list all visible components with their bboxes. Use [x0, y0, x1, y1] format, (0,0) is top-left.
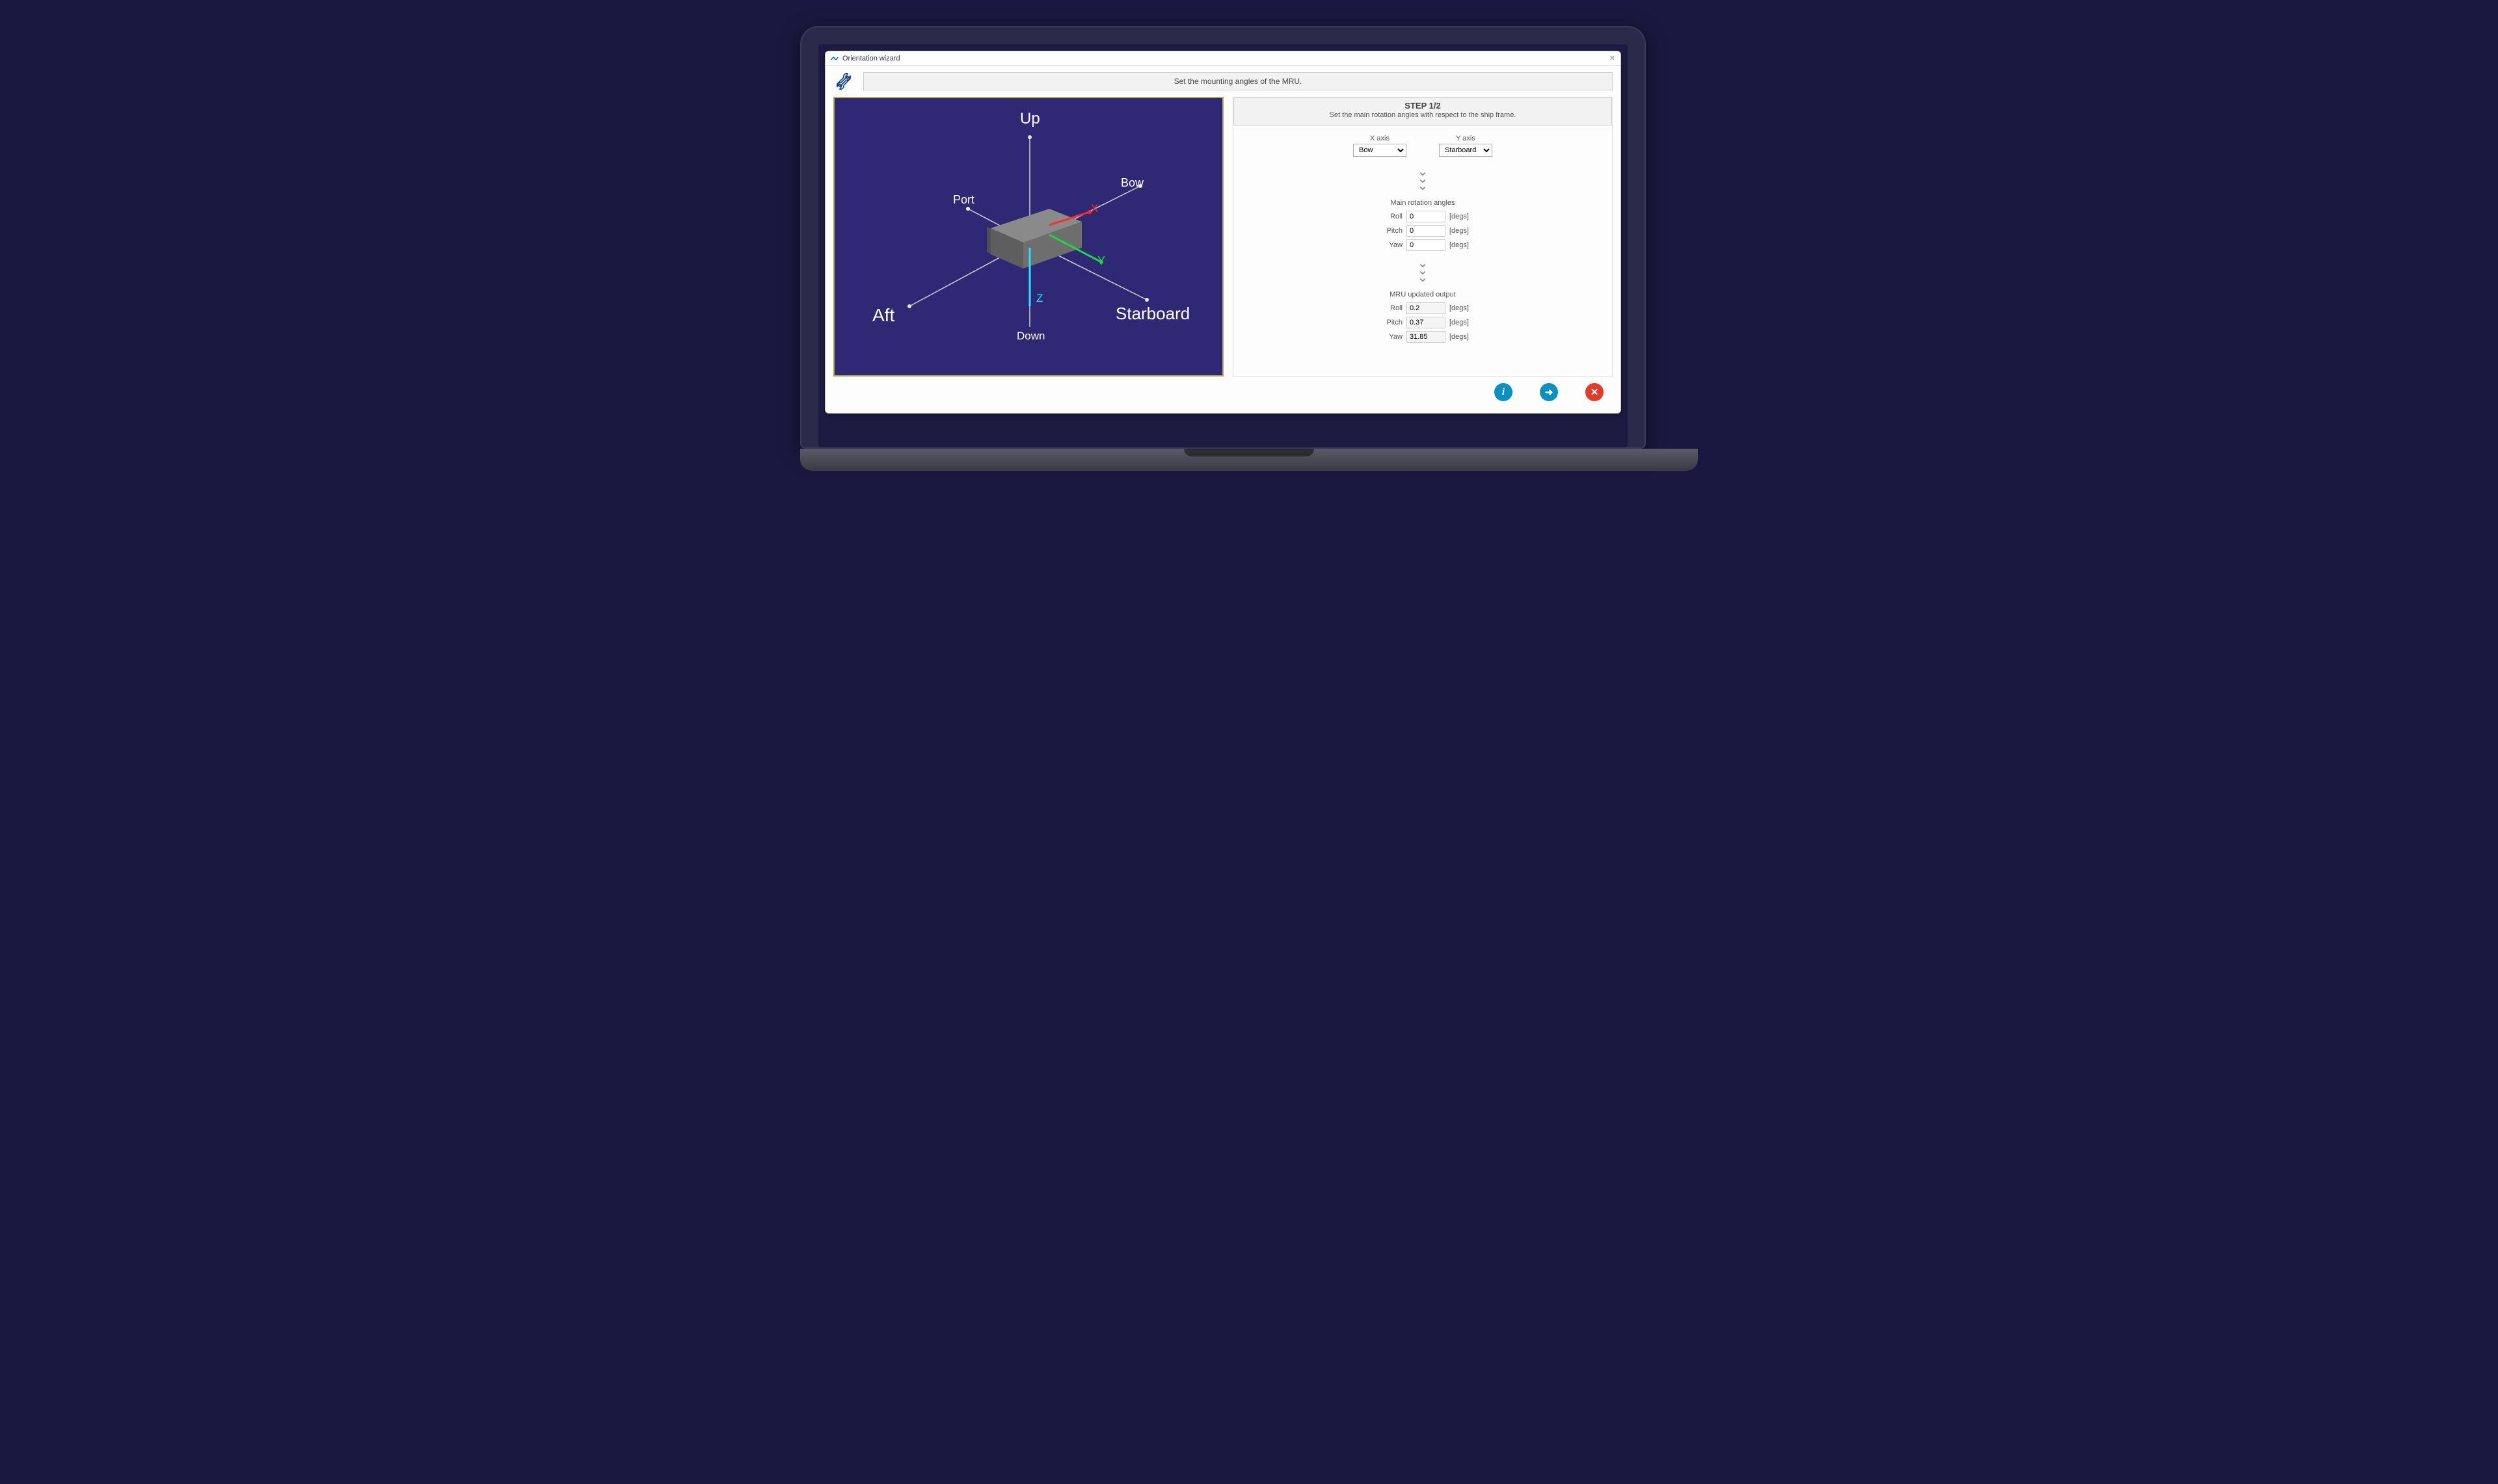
- pitch-input[interactable]: [1406, 225, 1445, 237]
- footer-buttons: i ➜ ✕: [833, 377, 1613, 408]
- instruction-bar: Set the mounting angles of the MRU.: [863, 72, 1613, 90]
- label-down: Down: [1017, 330, 1045, 343]
- window-content: Set the mounting angles of the MRU.: [826, 66, 1620, 413]
- info-button[interactable]: i: [1494, 383, 1512, 401]
- main-angles-grid: Roll [degs] Pitch [degs] Yaw [degs]: [1233, 211, 1612, 251]
- step-description: Set the main rotation angles with respec…: [1239, 111, 1606, 120]
- laptop-frame: Orientation wizard ✕ Set the mounting an…: [800, 26, 1646, 449]
- output-title: MRU updated output: [1233, 291, 1612, 298]
- laptop-notch: [1184, 449, 1314, 457]
- app-logo-icon: [831, 55, 839, 62]
- step-title: STEP 1/2: [1239, 101, 1606, 111]
- yaw-label: Yaw: [1370, 241, 1403, 249]
- next-button[interactable]: ➜: [1540, 383, 1558, 401]
- side-panel: STEP 1/2 Set the main rotation angles wi…: [1233, 97, 1613, 377]
- label-port: Port: [953, 193, 974, 207]
- roll-unit: [degs]: [1449, 213, 1475, 220]
- label-up: Up: [1020, 110, 1040, 128]
- out-roll-unit: [degs]: [1449, 304, 1475, 312]
- main-angles-title: Main rotation angles: [1233, 199, 1612, 207]
- instruction-row: Set the mounting angles of the MRU.: [833, 71, 1613, 92]
- yaw-input[interactable]: [1406, 239, 1445, 251]
- laptop-screen: Orientation wizard ✕ Set the mounting an…: [818, 44, 1628, 447]
- out-roll-label: Roll: [1370, 304, 1403, 312]
- label-aft: Aft: [872, 305, 894, 326]
- label-starboard: Starboard: [1116, 304, 1190, 324]
- output-grid: Roll [degs] Pitch [degs] Yaw [degs]: [1233, 302, 1612, 343]
- window-title: Orientation wizard: [842, 55, 900, 62]
- label-y-axis: Y: [1097, 254, 1105, 268]
- close-icon: ✕: [1591, 386, 1599, 398]
- roll-input[interactable]: [1406, 211, 1445, 222]
- wrench-icon: [833, 71, 854, 92]
- roll-label: Roll: [1370, 213, 1403, 220]
- out-pitch-label: Pitch: [1370, 319, 1403, 326]
- info-icon: i: [1502, 387, 1505, 398]
- out-yaw-label: Yaw: [1370, 333, 1403, 341]
- laptop-base: [800, 449, 1698, 471]
- app-window: Orientation wizard ✕ Set the mounting an…: [825, 51, 1621, 414]
- window-close-button[interactable]: ✕: [1609, 54, 1615, 62]
- label-z-axis: Z: [1036, 292, 1043, 305]
- axis-selectors: X axis Bow Y axis Starboard: [1233, 135, 1612, 157]
- yaw-unit: [degs]: [1449, 241, 1475, 249]
- x-axis-label: X axis: [1353, 135, 1406, 142]
- cancel-button[interactable]: ✕: [1585, 383, 1604, 401]
- main-row: Up Down Port Bow Aft Starboard X Y Z STE…: [833, 97, 1613, 377]
- out-yaw-value: [1406, 331, 1445, 343]
- titlebar: Orientation wizard ✕: [826, 51, 1620, 66]
- chevron-down-icon: ⌄⌄⌄: [1233, 260, 1612, 282]
- label-x-axis: X: [1091, 202, 1098, 215]
- y-axis-select[interactable]: Starboard: [1439, 144, 1492, 157]
- out-pitch-unit: [degs]: [1449, 319, 1475, 326]
- mru-box: [987, 209, 1082, 269]
- pitch-unit: [degs]: [1449, 227, 1475, 235]
- arrow-right-icon: ➜: [1545, 386, 1553, 398]
- step-header: STEP 1/2 Set the main rotation angles wi…: [1233, 98, 1612, 126]
- 3d-viewport[interactable]: Up Down Port Bow Aft Starboard X Y Z: [833, 97, 1224, 377]
- out-roll-value: [1406, 302, 1445, 314]
- out-yaw-unit: [degs]: [1449, 333, 1475, 341]
- label-bow: Bow: [1121, 176, 1144, 190]
- chevron-down-icon: ⌄⌄⌄: [1233, 168, 1612, 190]
- out-pitch-value: [1406, 317, 1445, 328]
- x-axis-select[interactable]: Bow: [1353, 144, 1406, 157]
- y-axis-label: Y axis: [1439, 135, 1492, 142]
- pitch-label: Pitch: [1370, 227, 1403, 235]
